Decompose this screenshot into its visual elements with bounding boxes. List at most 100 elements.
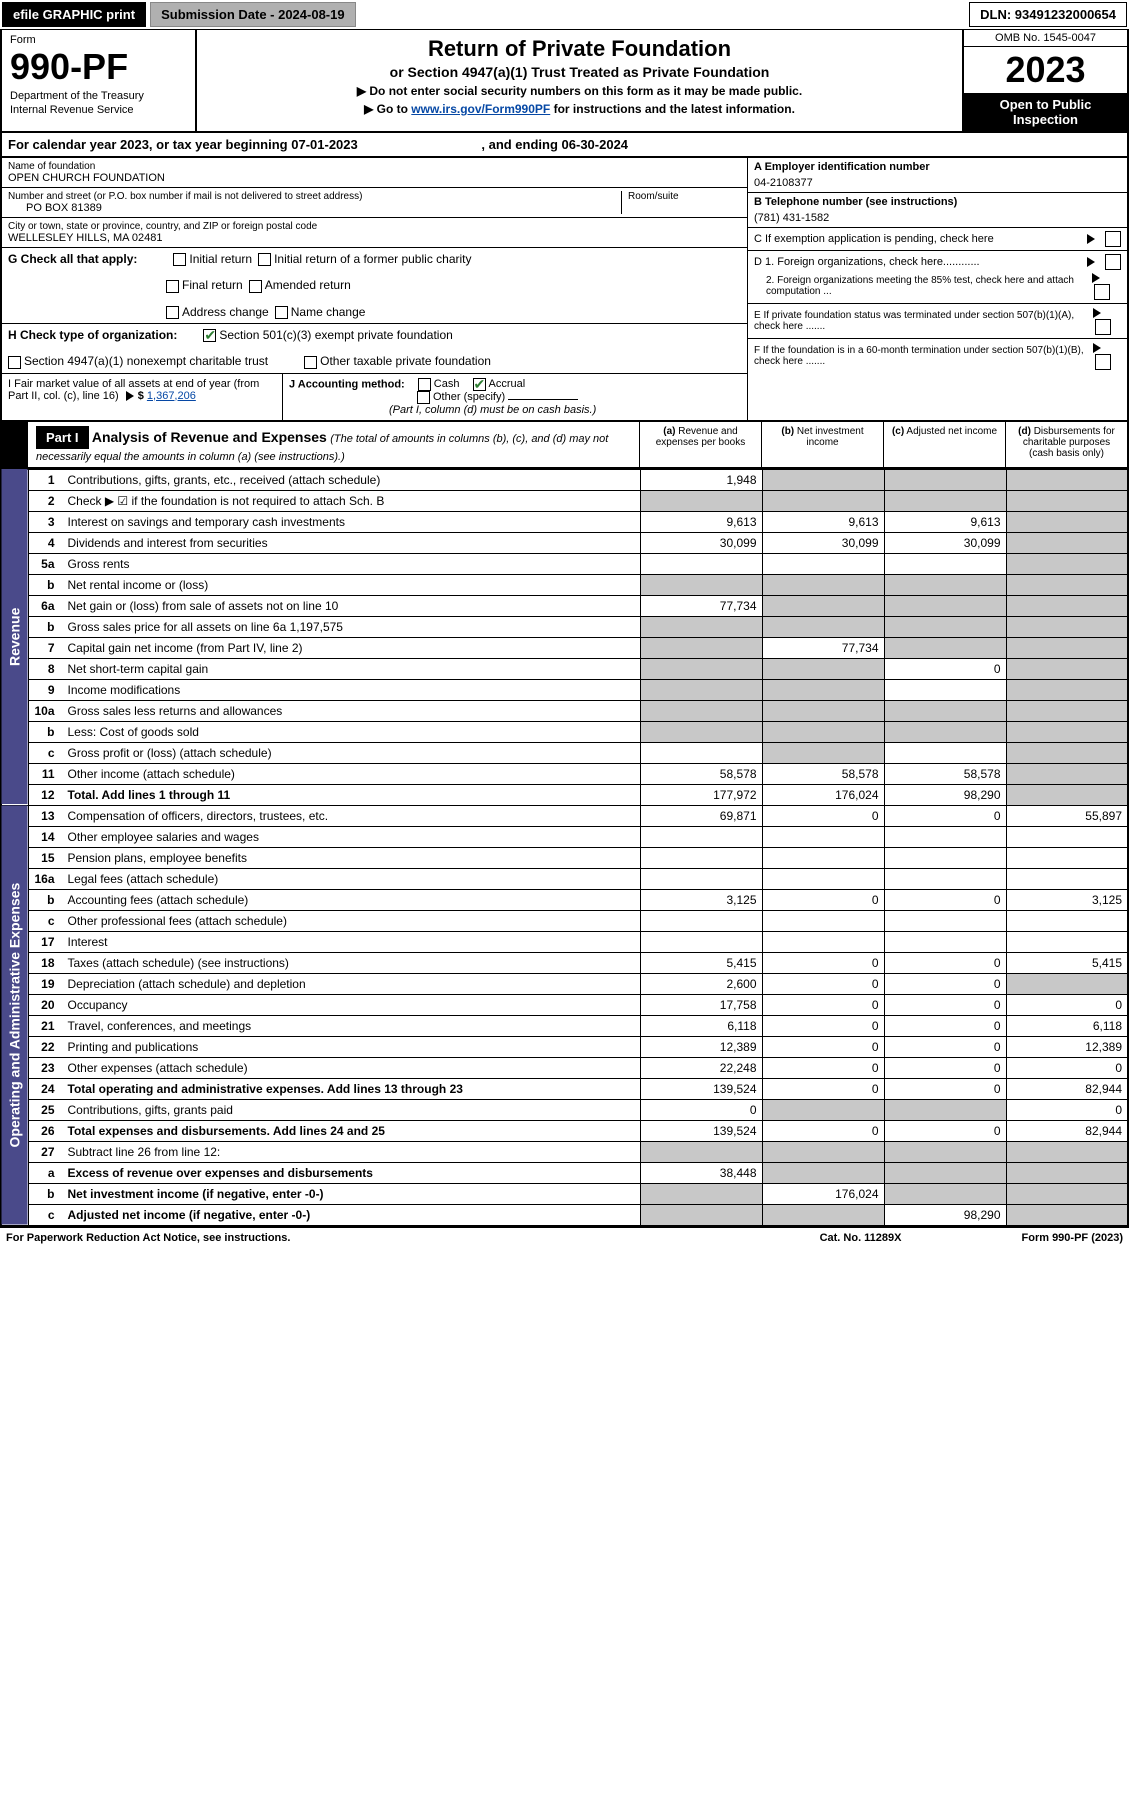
col-c-val: [884, 826, 1006, 847]
col-d-val: [1006, 763, 1128, 784]
chk-f[interactable]: [1095, 354, 1111, 370]
line-number: 2: [29, 490, 63, 511]
line-desc: Subtract line 26 from line 12:: [63, 1141, 641, 1162]
opt-cash: Cash: [434, 378, 460, 390]
tri-e: [1093, 308, 1101, 318]
tax-year: 2023: [964, 47, 1127, 93]
col-d-hdr: (d) Disbursements for charitable purpose…: [1005, 422, 1127, 467]
col-a-val: 6,118: [640, 1015, 762, 1036]
chk-c[interactable]: [1105, 231, 1121, 247]
col-c-val: [884, 868, 1006, 889]
chk-4947[interactable]: [8, 356, 21, 369]
col-d-val: 0: [1006, 1099, 1128, 1120]
col-a-val: 1,948: [640, 469, 762, 490]
col-a-val: [640, 616, 762, 637]
chk-other-method[interactable]: [417, 391, 430, 404]
ein-value: 04-2108377: [754, 177, 1121, 189]
col-a-val: [640, 742, 762, 763]
chk-initial-former[interactable]: [258, 253, 271, 266]
f-cell: F If the foundation is in a 60-month ter…: [748, 339, 1127, 373]
chk-cash[interactable]: [418, 378, 431, 391]
line-number: 5a: [29, 553, 63, 574]
opt-final: Final return: [182, 278, 243, 292]
col-c-val: [884, 700, 1006, 721]
line-desc: Other income (attach schedule): [63, 763, 641, 784]
col-b-val: 0: [762, 1057, 884, 1078]
col-a-val: 177,972: [640, 784, 762, 805]
col-c-val: 0: [884, 1057, 1006, 1078]
line-number: 17: [29, 931, 63, 952]
line-number: 18: [29, 952, 63, 973]
col-a-val: 17,758: [640, 994, 762, 1015]
c-cell: C If exemption application is pending, c…: [748, 228, 1127, 251]
chk-amended[interactable]: [249, 280, 262, 293]
col-a-val: [640, 847, 762, 868]
line-number: 9: [29, 679, 63, 700]
chk-initial[interactable]: [173, 253, 186, 266]
col-b-val: 0: [762, 889, 884, 910]
col-c-val: [884, 490, 1006, 511]
side-revenue: Revenue: [1, 469, 29, 805]
chk-accrual[interactable]: [473, 378, 486, 391]
col-d-val: [1006, 511, 1128, 532]
col-b-val: 0: [762, 973, 884, 994]
col-c-val: [884, 910, 1006, 931]
dept-treasury: Department of the Treasury: [10, 90, 187, 102]
col-c-val: [884, 553, 1006, 574]
d-cell: D 1. Foreign organizations, check here..…: [748, 251, 1127, 304]
col-c-val: [884, 847, 1006, 868]
irs-link[interactable]: www.irs.gov/Form990PF: [411, 102, 550, 116]
dept-irs: Internal Revenue Service: [10, 104, 187, 116]
line-number: 14: [29, 826, 63, 847]
line-desc: Other expenses (attach schedule): [63, 1057, 641, 1078]
col-d-val: [1006, 1162, 1128, 1183]
efile-print-btn[interactable]: efile GRAPHIC print: [2, 2, 146, 27]
chk-final[interactable]: [166, 280, 179, 293]
col-b-val: [762, 658, 884, 679]
header-right: OMB No. 1545-0047 2023 Open to Public In…: [962, 30, 1127, 131]
line-desc: Total expenses and disbursements. Add li…: [63, 1120, 641, 1141]
col-d-val: [1006, 973, 1128, 994]
col-a-val: [640, 553, 762, 574]
tri-f: [1093, 343, 1101, 353]
chk-d2[interactable]: [1094, 284, 1110, 300]
line-desc: Capital gain net income (from Part IV, l…: [63, 637, 641, 658]
calyear-mid: , and ending: [481, 137, 561, 152]
g-check-row: G Check all that apply: Initial return I…: [2, 248, 747, 324]
line-desc: Other professional fees (attach schedule…: [63, 910, 641, 931]
line-desc: Net investment income (if negative, ente…: [63, 1183, 641, 1204]
col-a-val: 0: [640, 1099, 762, 1120]
form-number: 990-PF: [10, 46, 187, 88]
col-c-val: 0: [884, 889, 1006, 910]
col-b-val: [762, 595, 884, 616]
col-d-val: [1006, 574, 1128, 595]
chk-other-tax[interactable]: [304, 356, 317, 369]
col-d-val: [1006, 1141, 1128, 1162]
col-b-val: 176,024: [762, 784, 884, 805]
opt-initial-former: Initial return of a former public charit…: [274, 252, 471, 266]
col-c-val: 0: [884, 952, 1006, 973]
part1-desc-cell: Part I Analysis of Revenue and Expenses …: [28, 422, 639, 467]
fmv-link[interactable]: 1,367,206: [147, 390, 196, 402]
f-label: F If the foundation is in a 60-month ter…: [754, 345, 1089, 367]
chk-501c3[interactable]: [203, 329, 216, 342]
opt-accrual: Accrual: [489, 378, 526, 390]
col-a-val: 38,448: [640, 1162, 762, 1183]
line-desc: Net gain or (loss) from sale of assets n…: [63, 595, 641, 616]
chk-e[interactable]: [1095, 319, 1111, 335]
line-number: 8: [29, 658, 63, 679]
chk-d1[interactable]: [1105, 254, 1121, 270]
chk-address[interactable]: [166, 306, 179, 319]
col-b-val: [762, 1204, 884, 1226]
line-number: b: [29, 1183, 63, 1204]
line-number: b: [29, 616, 63, 637]
col-b-val: [762, 868, 884, 889]
opt-other-tax: Other taxable private foundation: [320, 354, 491, 368]
col-d-val: 3,125: [1006, 889, 1128, 910]
col-b-val: [762, 826, 884, 847]
col-d-val: 82,944: [1006, 1120, 1128, 1141]
city-state-zip: WELLESLEY HILLS, MA 02481: [8, 232, 741, 244]
line-number: 27: [29, 1141, 63, 1162]
chk-name[interactable]: [275, 306, 288, 319]
col-b-val: 30,099: [762, 532, 884, 553]
